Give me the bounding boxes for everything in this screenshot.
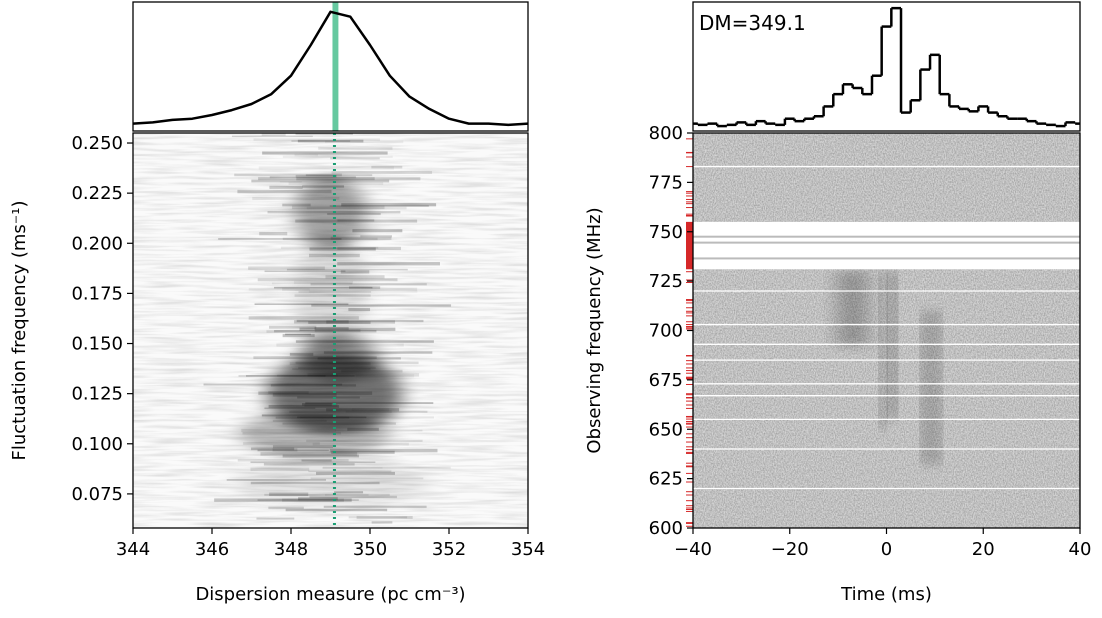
x-axis-label: Dispersion measure (pc cm⁻³) xyxy=(195,584,465,605)
x-tick-label: 352 xyxy=(432,539,466,560)
y-tick-label: 0.125 xyxy=(71,384,123,405)
y-axis-label: Fluctuation frequency (ms⁻¹) xyxy=(9,200,30,460)
x-tick-label: 354 xyxy=(511,539,545,560)
y-tick-label: 675 xyxy=(649,370,683,391)
heatmap-texture xyxy=(133,133,528,528)
signal-streak xyxy=(889,271,896,420)
x-axis-label: Time (ms) xyxy=(840,584,932,605)
y-tick-label: 600 xyxy=(649,518,683,539)
x-tick-label: 0 xyxy=(881,539,892,560)
masked-line xyxy=(693,257,1080,260)
x-tick-label: −40 xyxy=(674,539,712,560)
x-tick-label: −20 xyxy=(771,539,809,560)
y-tick-label: 700 xyxy=(649,321,683,342)
y-tick-label: 650 xyxy=(649,419,683,440)
y-tick-label: 0.250 xyxy=(71,133,123,154)
axes-frame xyxy=(692,1,1081,132)
y-tick-label: 0.075 xyxy=(71,484,123,505)
axes-frame xyxy=(132,132,529,529)
signal-streak xyxy=(838,271,868,347)
y-tick-label: 750 xyxy=(649,222,683,243)
x-tick-label: 40 xyxy=(1069,539,1092,560)
y-tick-label: 625 xyxy=(649,469,683,490)
y-tick-label: 0.225 xyxy=(71,183,123,204)
axes-frame xyxy=(692,132,1081,529)
y-tick-label: 800 xyxy=(649,123,683,144)
signal-streak xyxy=(925,310,938,465)
y-tick-label: 725 xyxy=(649,271,683,292)
heatmap-image xyxy=(133,133,528,528)
y-tick-label: 0.175 xyxy=(71,283,123,304)
masked-line xyxy=(693,235,1080,238)
heatmap-noise xyxy=(693,133,1080,528)
annotation: DM=349.1 xyxy=(699,11,806,35)
x-tick-label: 20 xyxy=(972,539,995,560)
y-tick-label: 775 xyxy=(649,172,683,193)
x-tick-label: 348 xyxy=(274,539,308,560)
y-tick-label: 0.150 xyxy=(71,334,123,355)
y-tick-label: 0.100 xyxy=(71,434,123,455)
signal-streak xyxy=(880,271,886,430)
masked-line xyxy=(693,241,1080,244)
flag-block xyxy=(686,221,693,270)
heatmap-image xyxy=(693,133,1080,528)
x-tick-label: 350 xyxy=(353,539,387,560)
y-tick-label: 0.200 xyxy=(71,233,123,254)
axes-frame xyxy=(132,1,529,132)
x-tick-label: 346 xyxy=(195,539,229,560)
y-axis-label: Observing frequency (MHz) xyxy=(584,207,605,453)
x-tick-label: 344 xyxy=(116,539,150,560)
dm-band xyxy=(332,2,339,131)
masked-band xyxy=(693,221,1080,270)
profile-line xyxy=(132,10,529,127)
